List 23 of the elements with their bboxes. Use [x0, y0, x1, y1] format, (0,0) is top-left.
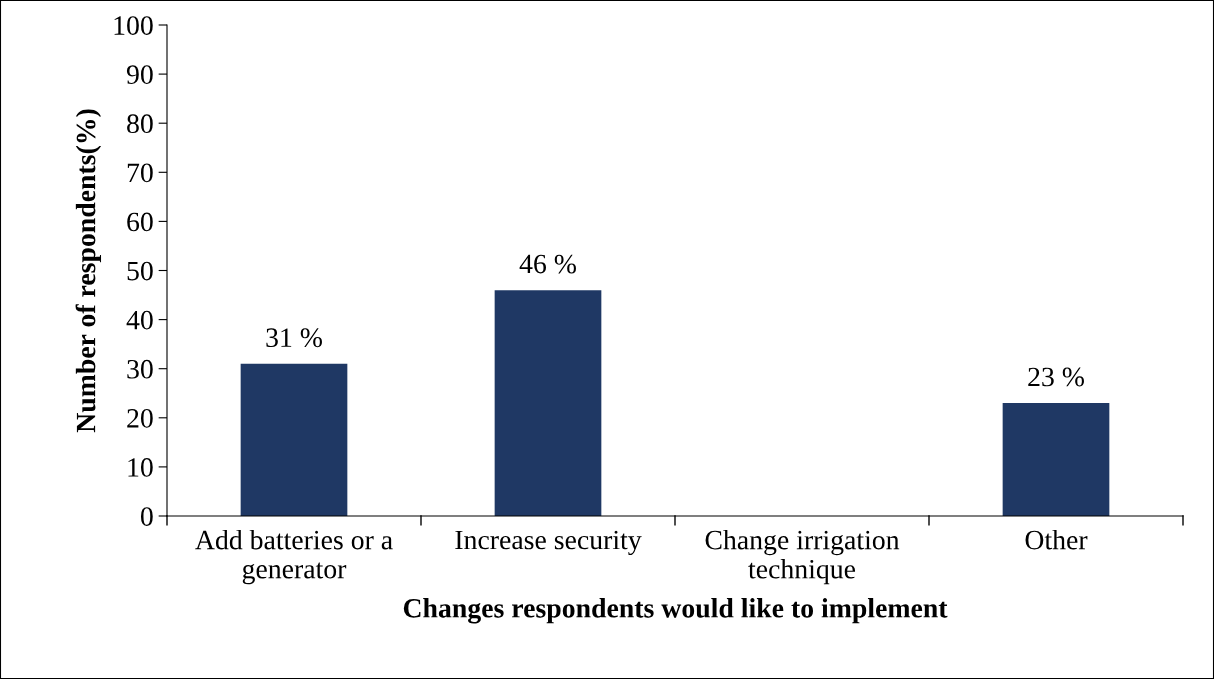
y-tick-label: 30: [127, 359, 153, 379]
x-tick-label: Add batteries or a generator: [195, 529, 393, 585]
x-tick-label: Other: [1025, 529, 1088, 550]
x-axis-title: Changes respondents would like to implement: [403, 598, 948, 624]
y-tick-label: 0: [140, 507, 153, 526]
x-tick-label: Increase security: [455, 530, 642, 556]
y-tick-label: 20: [127, 408, 153, 428]
y-tick-label: 40: [126, 310, 153, 330]
data-label: 46 %: [519, 254, 576, 274]
x-tick-label: Change irrigation technique: [705, 529, 900, 585]
y-tick-label: 50: [127, 261, 153, 281]
y-tick-label: 60: [127, 212, 153, 232]
y-tick-label: 80: [127, 114, 153, 134]
y-tick-label: 70: [127, 163, 153, 183]
data-label: 31 %: [266, 328, 322, 348]
bar: [1002, 403, 1110, 516]
data-label: 23 %: [1028, 367, 1084, 387]
y-axis-title: Number of respondents(%): [75, 109, 102, 433]
y-tick-label: 90: [126, 65, 153, 85]
y-tick-label: 100: [114, 16, 153, 35]
bar: [240, 363, 348, 516]
bar: [494, 290, 602, 516]
y-tick-label: 10: [128, 458, 153, 477]
